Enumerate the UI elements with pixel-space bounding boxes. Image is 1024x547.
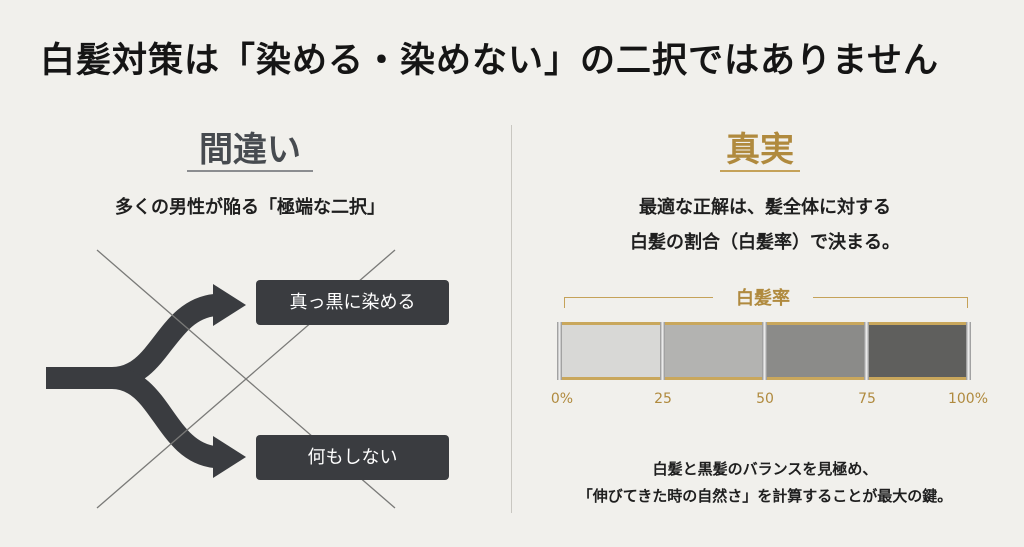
truth-text-line1: 最適な正解は、髪全体に対する [639,197,891,218]
arrow-down-head [213,436,246,478]
center-divider [511,125,512,513]
tick-label: 75 [858,391,876,407]
arrow-down-path [110,367,218,468]
bottom-text-line1: 白髪と黒髪のバランスを見極め、 [652,460,878,478]
wrong-subtitle: 多くの男性が陥る「極端な二択」 [115,197,385,218]
bar-separator [966,322,971,380]
bar-segment-1 [559,325,662,377]
wrong-heading: 間違い [199,130,301,170]
bar-segment-2 [661,325,765,377]
option-dye-black: 真っ黒に染める [256,280,449,325]
bottom-text-line2: 「伸びてきた時の自然さ」を計算することが最大の鍵。 [577,487,953,505]
arrow-up-head [213,284,246,326]
tick-label: 0% [550,391,574,407]
bar-separator [557,322,562,380]
truth-text-line2: 白髪の割合（白髪率）で決まる。 [630,232,900,253]
bar-separator [762,322,767,380]
arrow-up-path [46,294,218,389]
tick-label: 100% [947,391,989,407]
tick-label: 25 [654,391,672,407]
bar-separator [660,322,665,380]
tick-label: 50 [756,391,774,407]
page-title: 白髪対策は「染める・染めない」の二択ではありません [40,41,939,81]
scale-label: 白髪率 [713,284,813,310]
option-do-nothing: 何もしない [256,435,449,480]
truth-heading-underline [720,170,800,172]
bar-segment-3 [764,325,868,377]
truth-heading: 真実 [726,130,794,170]
bar-separator [864,322,869,380]
bar-segment-4 [867,325,970,377]
wrong-heading-underline [187,170,313,172]
